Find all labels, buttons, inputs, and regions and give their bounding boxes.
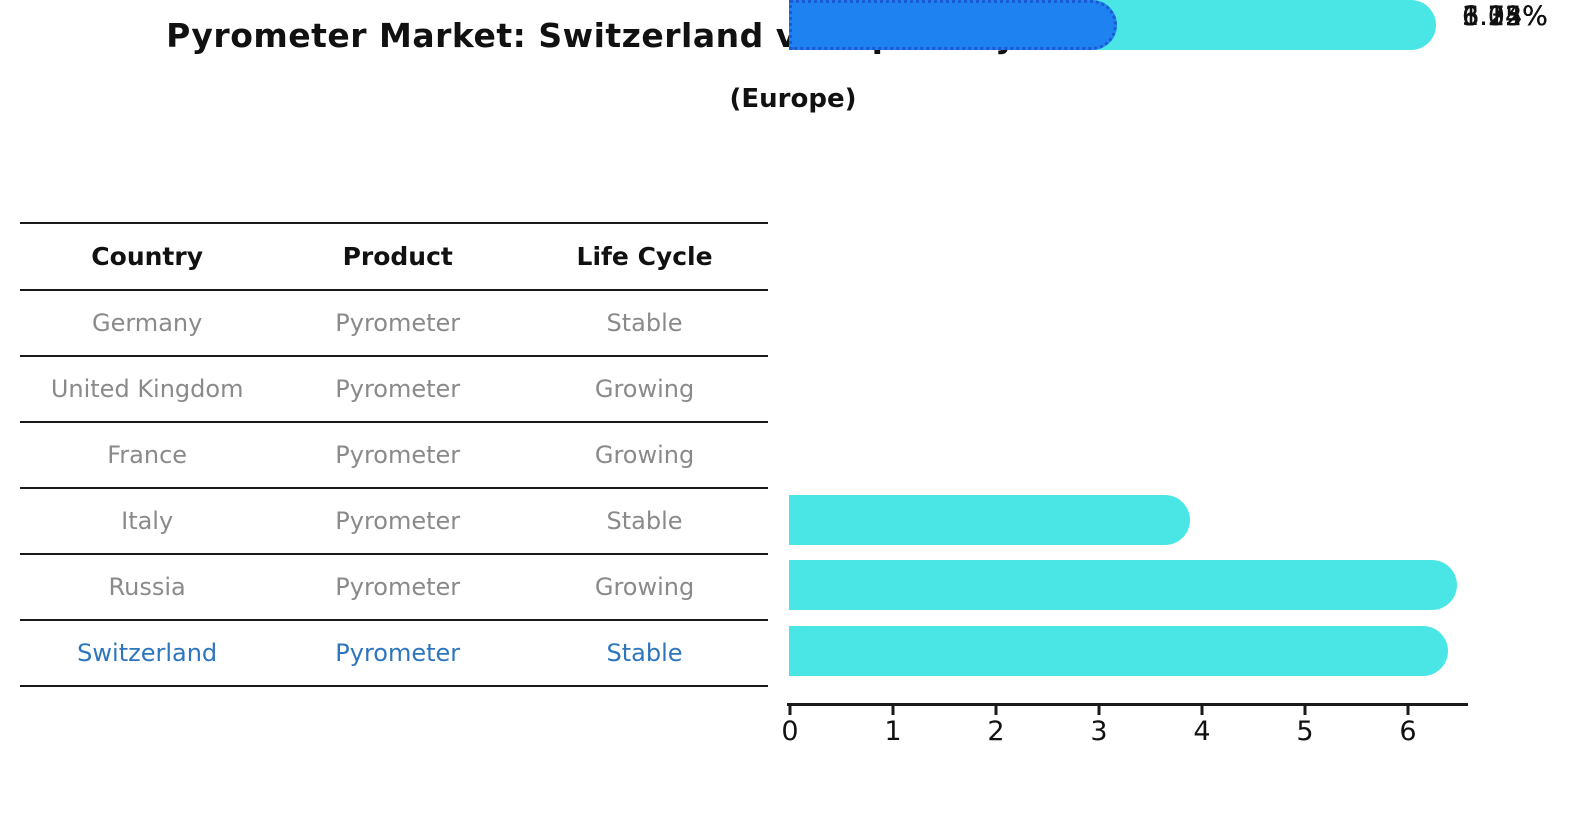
bar-germany (789, 495, 1190, 545)
table-cell-life-cycle: Growing (594, 375, 695, 403)
x-axis-tick-label: 4 (1193, 716, 1211, 747)
table-cell-product: Pyrometer (335, 309, 461, 337)
table-cell-life-cycle: Stable (606, 639, 683, 667)
table-cell-product: Pyrometer (335, 507, 461, 535)
table-cell-life-cycle: Stable (606, 507, 683, 535)
x-axis-tick-label: 0 (781, 716, 799, 747)
x-axis-tick (1406, 706, 1410, 715)
table-cell-life-cycle: Stable (606, 309, 683, 337)
table-header-country: Country (91, 242, 203, 271)
table-cell-country: Italy (121, 507, 174, 535)
country-table: Country Product Life Cycle Germany Pyrom… (20, 222, 768, 687)
x-axis-tick-label: 3 (1090, 716, 1108, 747)
x-axis-tick-label: 2 (987, 716, 1005, 747)
table-row: Russia Pyrometer Growing (20, 553, 768, 619)
table-cell-country: Switzerland (77, 639, 218, 667)
bar-france (789, 626, 1448, 676)
table-cell-country: Russia (108, 573, 186, 601)
value-label: 1.72% (1462, 1, 1548, 32)
x-axis-tick-label: 5 (1296, 716, 1314, 747)
x-axis-tick (994, 706, 998, 715)
table-cell-country: France (107, 441, 188, 469)
x-axis-tick (1200, 706, 1204, 715)
chart-subtitle: (Europe) (729, 84, 857, 114)
table-cell-product: Pyrometer (335, 639, 461, 667)
value-label: 6.34% (1462, 1, 1548, 32)
value-label: 6.25% (1462, 1, 1548, 32)
value-label: 3.04% (1462, 1, 1548, 32)
table-row: Germany Pyrometer Stable (20, 289, 768, 355)
table-cell-product: Pyrometer (335, 375, 461, 403)
table-header-life-cycle: Life Cycle (576, 242, 713, 271)
x-axis-line (787, 703, 1468, 706)
table-row: United Kingdom Pyrometer Growing (20, 355, 768, 421)
bar-switzerland-highlighted (789, 0, 1117, 50)
table-cell-product: Pyrometer (335, 441, 461, 469)
table-row: Italy Pyrometer Stable (20, 487, 768, 553)
x-axis-tick (1303, 706, 1307, 715)
x-axis-tick (891, 706, 895, 715)
table-cell-country: Germany (92, 309, 203, 337)
table-header-product: Product (342, 242, 453, 271)
table-cell-life-cycle: Growing (594, 441, 695, 469)
x-axis-tick-label: 1 (884, 716, 902, 747)
table-cell-life-cycle: Growing (594, 573, 695, 601)
table-row: France Pyrometer Growing (20, 421, 768, 487)
bar-united-kingdom (789, 560, 1457, 610)
table-cell-product: Pyrometer (335, 573, 461, 601)
table-header-row: Country Product Life Cycle (20, 222, 768, 289)
x-axis-tick (788, 706, 792, 715)
value-label: 3.75% (1462, 1, 1548, 32)
table-cell-country: United Kingdom (50, 375, 244, 403)
x-axis-tick (1097, 706, 1101, 715)
value-label: 6.13% (1462, 1, 1548, 32)
table-row: Switzerland Pyrometer Stable (20, 619, 768, 685)
x-axis-tick-label: 6 (1399, 716, 1417, 747)
